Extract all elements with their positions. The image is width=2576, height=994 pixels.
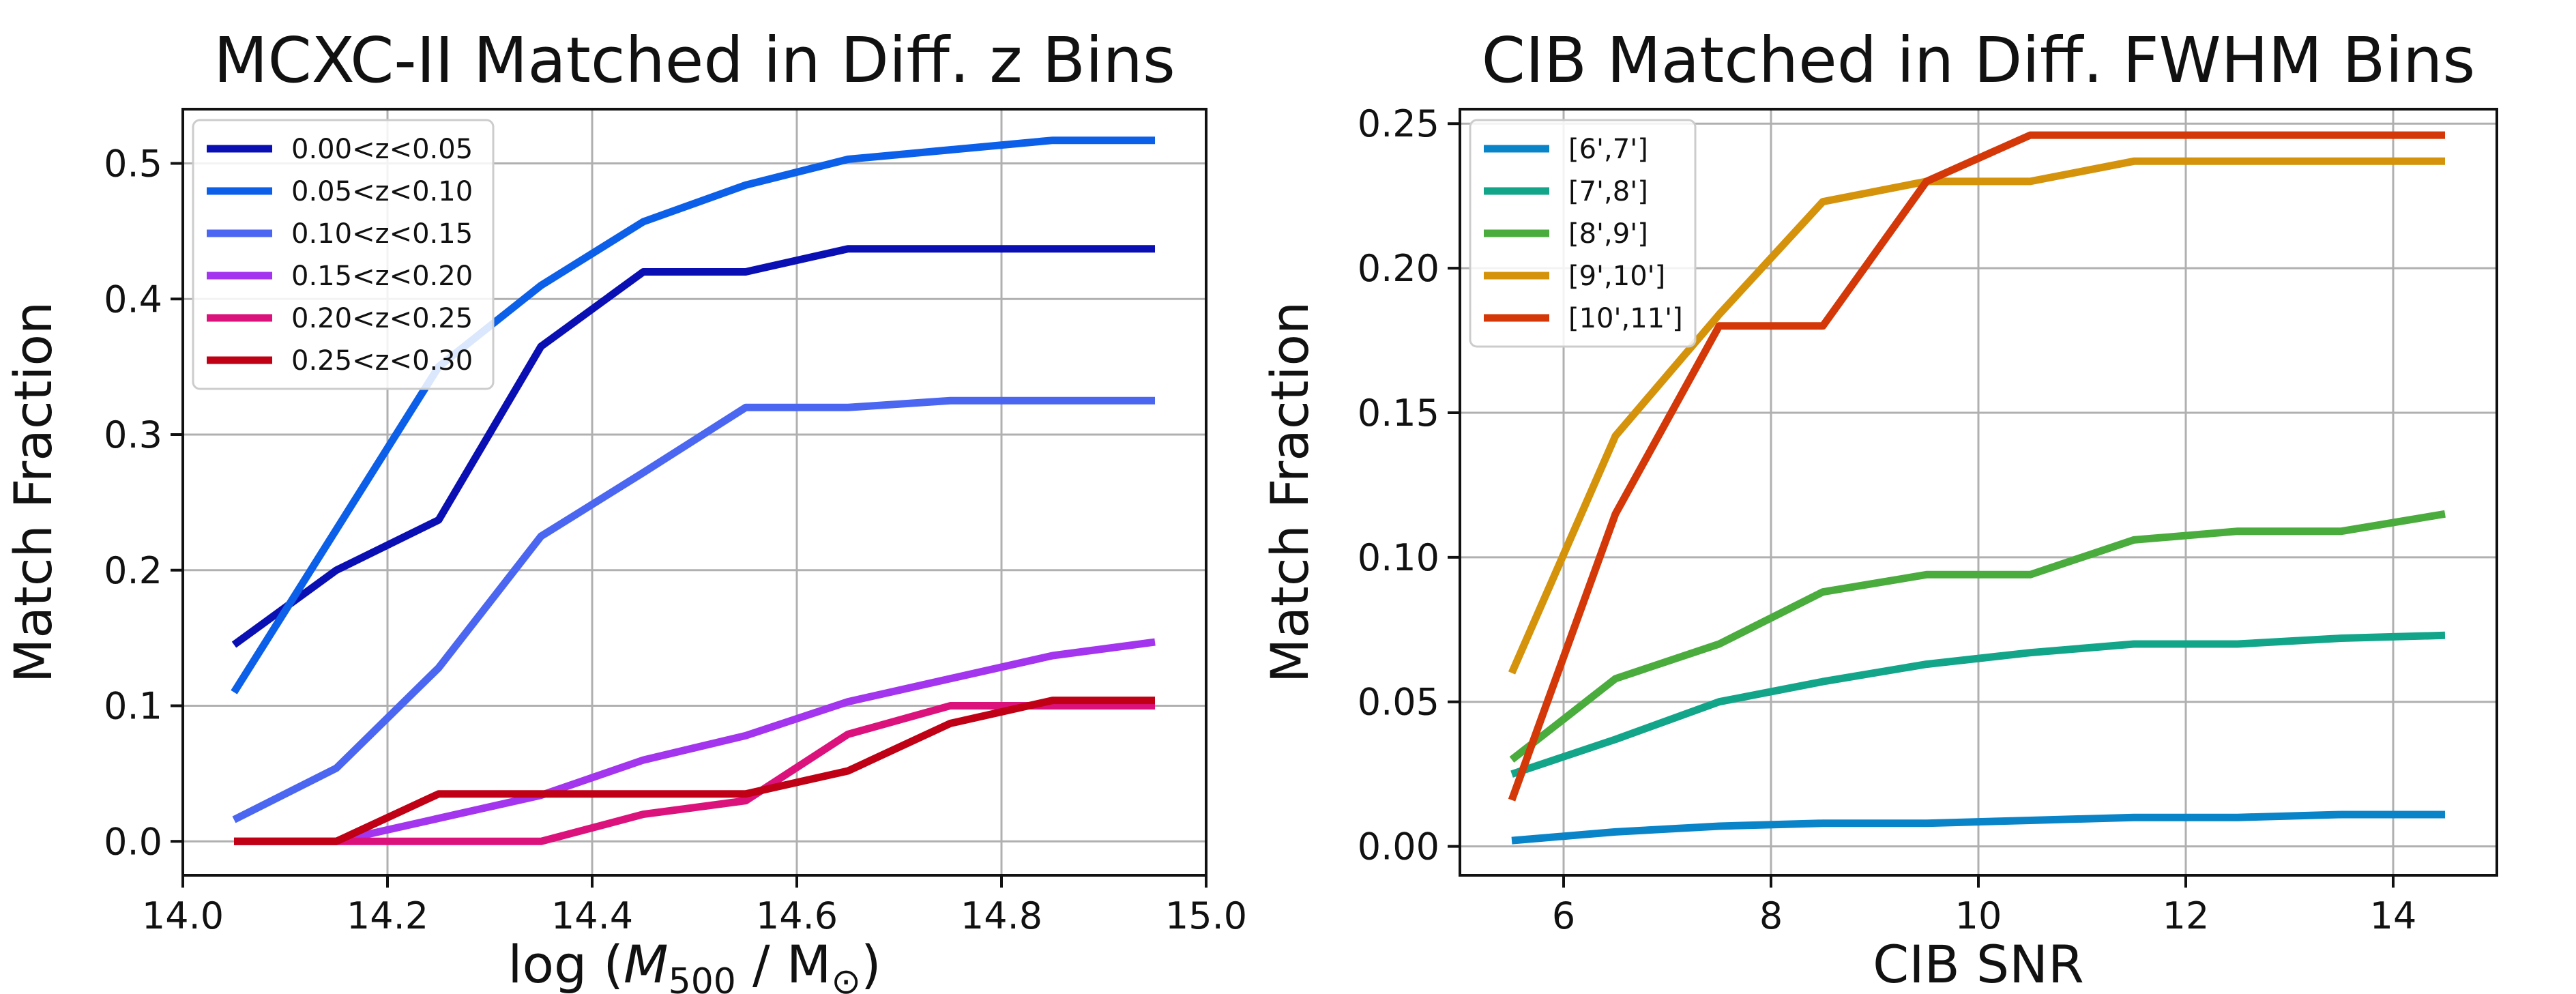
legend-box <box>1469 119 1697 348</box>
legend-label-5: 0.20<z<0.25 <box>291 303 473 334</box>
x-tick-label: 14.8 <box>961 894 1042 937</box>
y-tick-label: 0.00 <box>1358 825 1439 868</box>
legend-label-4: 0.15<z<0.20 <box>291 261 473 292</box>
y-tick-label: 0.25 <box>1358 102 1439 145</box>
legend-label-1: 0.00<z<0.05 <box>291 134 473 165</box>
chart-title: MCXC-II Matched in Diff. z Bins <box>214 24 1175 97</box>
y-tick-label: 0.0 <box>104 820 162 863</box>
y-tick-label: 0.5 <box>104 143 162 186</box>
x-tick-label: 6 <box>1552 894 1575 937</box>
series-line-1 <box>231 245 1155 648</box>
legend-label-2: 0.05<z<0.10 <box>291 176 473 207</box>
x-tick-label: 12 <box>2163 894 2210 937</box>
chart-1: 14.0 14.2 14.4 14.6 14.8 15.0 0.0 0.1 0.2 0.3 0.4 0… <box>3 24 1247 994</box>
y-tick-label: 0.20 <box>1358 247 1439 290</box>
y-tick-label: 0.1 <box>104 685 162 728</box>
legend-label-2: [7',8'] <box>1568 176 1648 207</box>
y-axis-label: Match Fraction <box>3 302 63 683</box>
series-line-5 <box>234 702 1155 845</box>
y-tick-label: 0.10 <box>1358 536 1439 579</box>
y-tick-label: 0.3 <box>104 413 162 456</box>
legend: [6',7'] [7',8'] [8',9'] [9',10'] [10',11'] <box>1469 119 1697 348</box>
x-tick-label: 10 <box>1955 894 2002 937</box>
plot-frame <box>181 108 1208 877</box>
series-line-4 <box>234 638 1156 845</box>
chart-2: 6 8 10 12 14 0.00 0.05 0.10 0.15 0.20 0.25 CIB Matc… <box>1259 24 2498 994</box>
x-tick-label: 14.4 <box>551 894 633 937</box>
y-tick-label: 0.2 <box>104 549 162 592</box>
series-line-6 <box>234 697 1155 845</box>
x-tick-label: 14.0 <box>142 894 224 937</box>
series-line-1 <box>1511 810 2445 845</box>
x-axis-label: log (M500 / M⊙) <box>508 934 881 994</box>
series-line-3 <box>1509 510 2446 763</box>
x-tick-label: 14.2 <box>347 894 428 937</box>
y-tick-label: 0.15 <box>1358 392 1439 435</box>
legend-label-5: [10',11'] <box>1568 303 1683 334</box>
y-tick-label: 0.4 <box>104 278 162 321</box>
y-axis-label: Match Fraction <box>1259 302 1320 683</box>
series-line-2 <box>231 136 1155 695</box>
legend-label-6: 0.25<z<0.30 <box>291 345 473 377</box>
y-tick-label: 0.05 <box>1358 681 1439 724</box>
x-tick-label: 14 <box>2370 894 2417 937</box>
series-line-4 <box>1508 157 2445 675</box>
series-line-3 <box>232 396 1155 823</box>
legend-label-1: [6',7'] <box>1568 134 1648 165</box>
legend-label-3: [8',9'] <box>1568 218 1648 250</box>
legend-label-4: [9',10'] <box>1568 261 1665 292</box>
chart-title: CIB Matched in Diff. FWHM Bins <box>1482 24 2476 97</box>
x-tick-label: 15.0 <box>1165 894 1247 937</box>
legend-label-3: 0.10<z<0.15 <box>291 218 473 250</box>
x-tick-label: 8 <box>1759 894 1783 937</box>
x-tick-label: 14.6 <box>756 894 838 937</box>
legend: 0.00<z<0.05 0.05<z<0.10 0.10<z<0.15 0.15<z<… <box>192 119 495 390</box>
series-line-5 <box>1508 131 2445 802</box>
series-line-2 <box>1510 631 2446 778</box>
x-axis-label: CIB SNR <box>1873 934 2084 994</box>
